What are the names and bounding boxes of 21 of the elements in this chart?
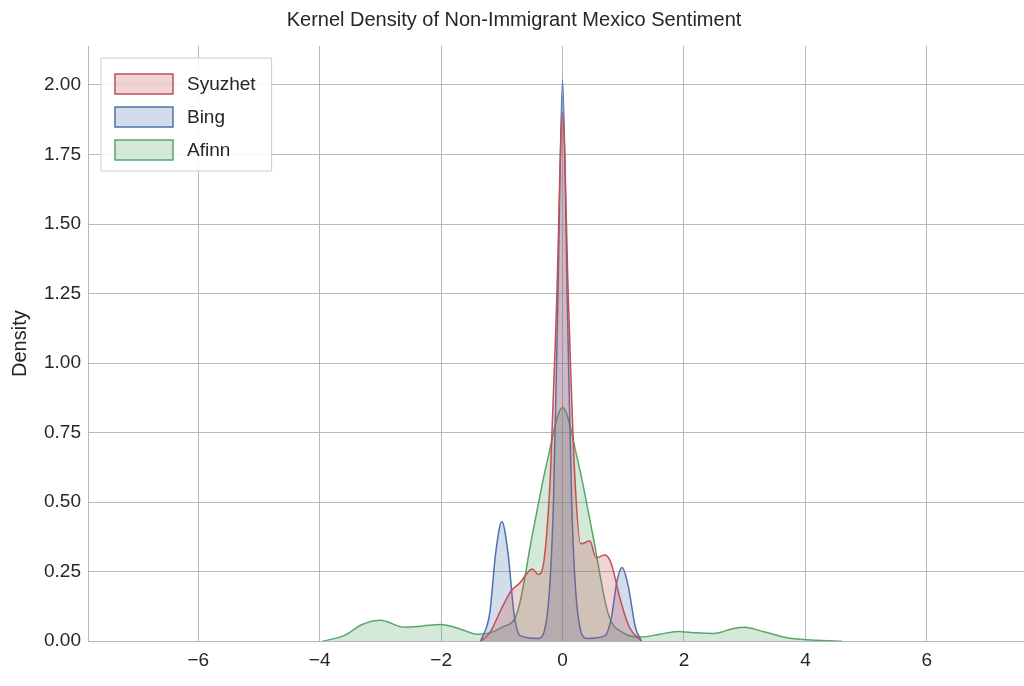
chart-title: Kernel Density of Non-Immigrant Mexico Sentiment: [286, 7, 742, 30]
x-tick-label: −2: [430, 648, 452, 670]
y-tick-label: 1.25: [44, 281, 81, 303]
y-tick-label: 2.00: [44, 73, 81, 95]
y-tick-label: 0.00: [44, 629, 81, 651]
x-tick-label: −6: [187, 648, 210, 670]
x-tick-label: 4: [800, 648, 812, 670]
legend-label: Syuzhet: [186, 73, 257, 95]
x-tick-label: 2: [678, 648, 690, 670]
y-tick-label: 0.25: [44, 559, 81, 581]
x-tick-label: 0: [557, 648, 568, 670]
y-tick-label: 1.00: [44, 351, 81, 373]
y-tick-label: 1.75: [44, 142, 81, 164]
y-axis-title: Density: [7, 310, 30, 377]
x-tick-label: 6: [921, 648, 933, 670]
y-tick-label: 0.75: [44, 420, 81, 442]
x-tick-label: −4: [308, 648, 331, 670]
legend-label: Bing: [186, 106, 226, 128]
y-tick-label: 0.50: [44, 490, 81, 512]
y-tick-label: 1.50: [44, 212, 81, 234]
legend-label: Afinn: [186, 139, 231, 161]
